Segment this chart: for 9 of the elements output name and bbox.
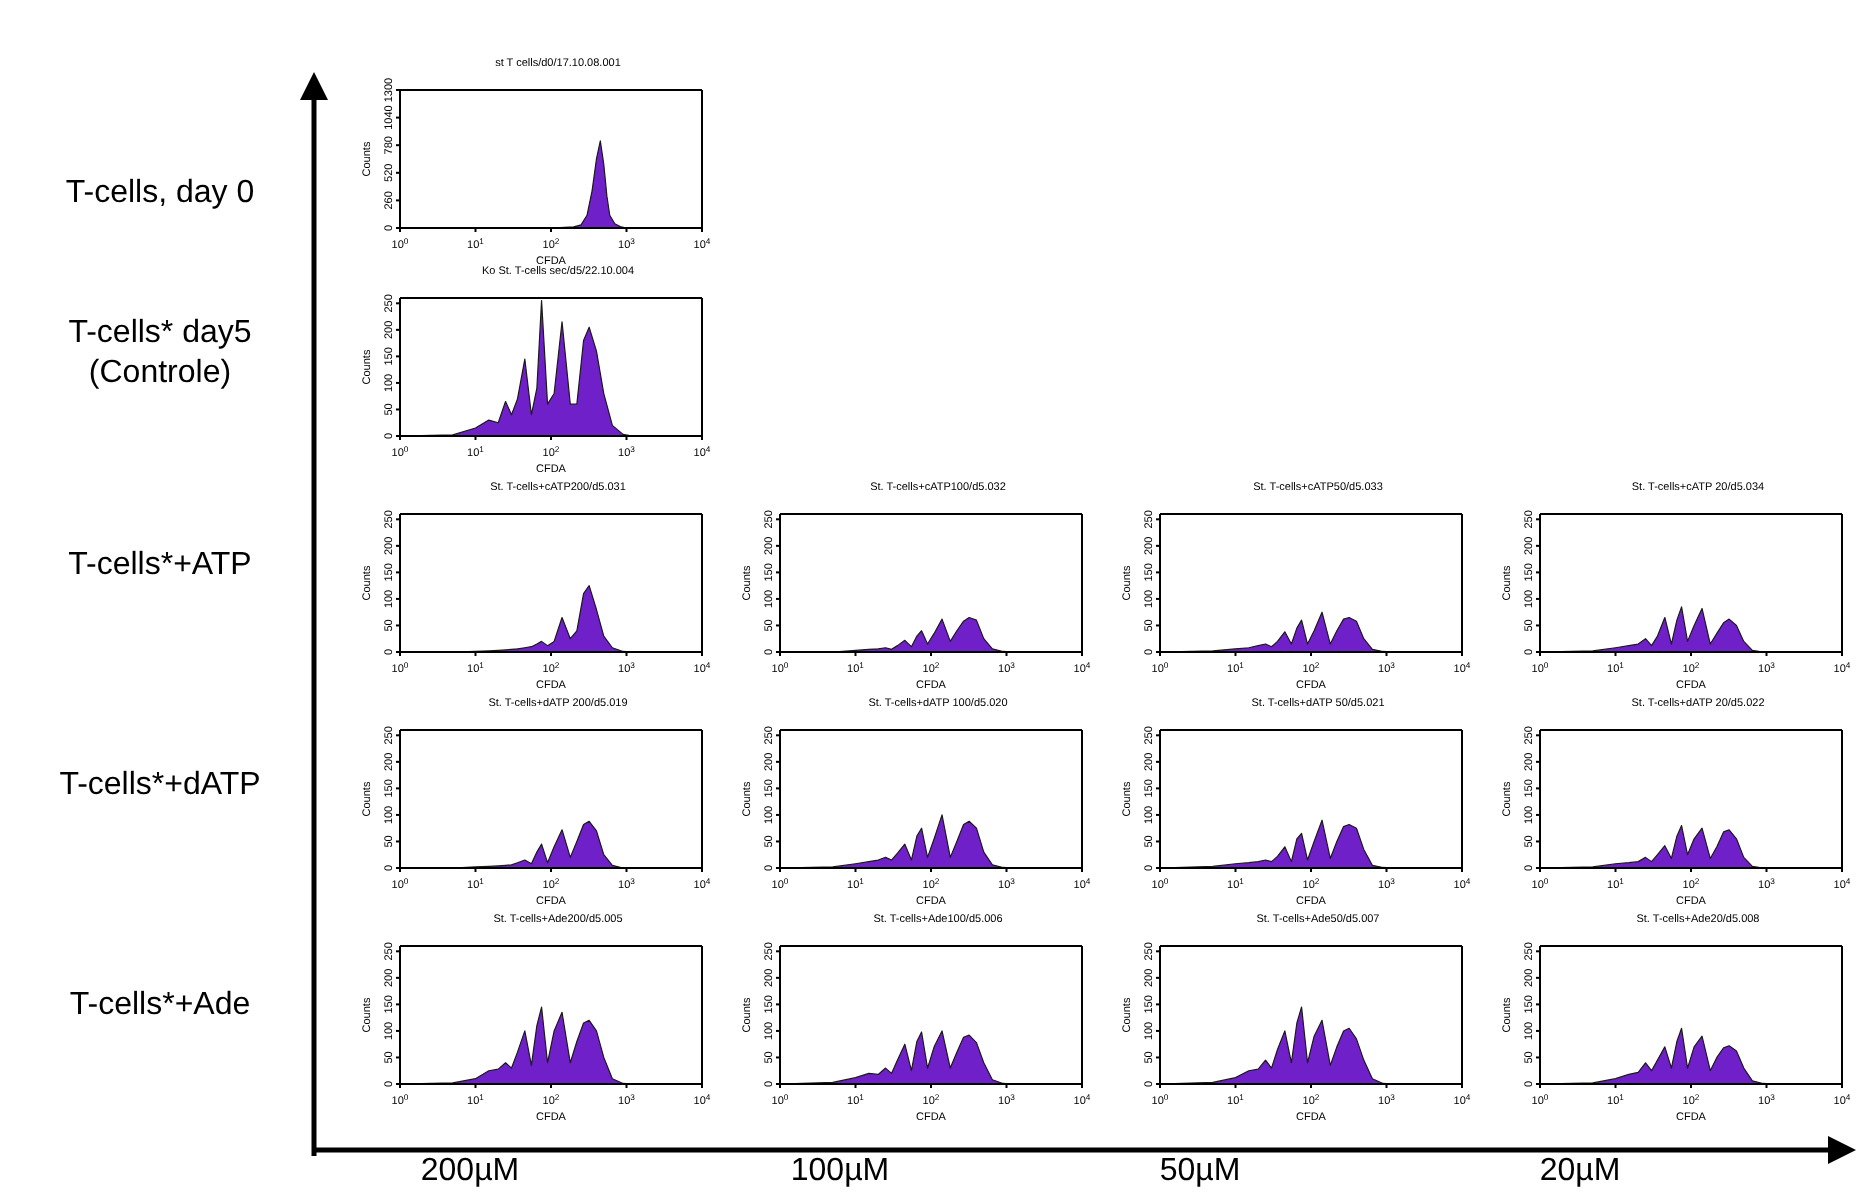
category-label: 200µM	[418, 1152, 522, 1192]
category-label: T-cells*+dATP	[59, 768, 261, 802]
category-label: 50µM	[1157, 1152, 1243, 1192]
category-label: T-cells, day 0	[65, 176, 255, 210]
category-label: 100µM	[788, 1152, 892, 1192]
category-label: T-cells*+Ade	[69, 988, 251, 1022]
category-label: T-cells*+ATP	[68, 548, 252, 582]
category-label: T-cells* day5 (Controle)	[68, 316, 252, 390]
category-label: 20µM	[1537, 1152, 1623, 1192]
